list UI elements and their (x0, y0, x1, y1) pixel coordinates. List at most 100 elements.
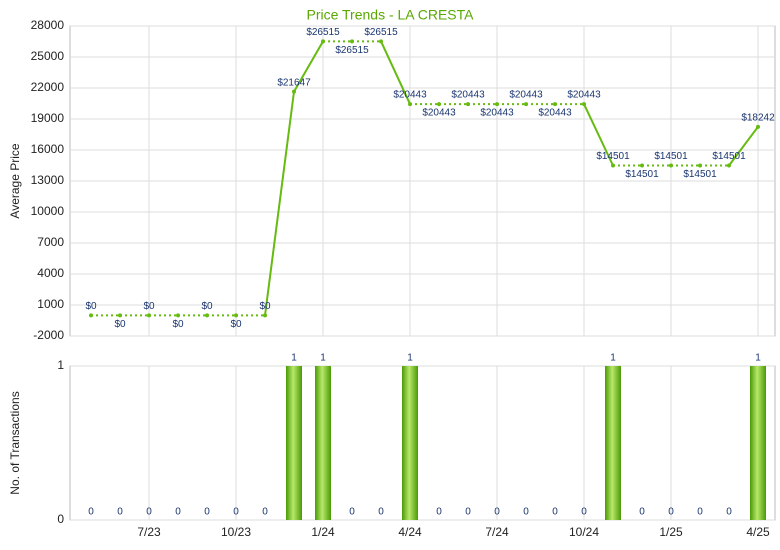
value-label: 0 (581, 507, 587, 518)
bar (750, 366, 766, 520)
point (756, 124, 760, 129)
point (524, 102, 528, 107)
value-label: $0 (230, 319, 242, 330)
point (234, 313, 238, 318)
value-label: $0 (259, 301, 271, 312)
value-label: 0 (117, 507, 123, 518)
point (147, 313, 151, 318)
point (321, 39, 325, 44)
point (727, 163, 731, 168)
value-label: $14501 (683, 169, 717, 180)
value-label: $0 (85, 301, 97, 312)
value-label: 0 (262, 507, 268, 518)
point (437, 102, 441, 107)
y-tick-label: 16000 (31, 142, 65, 156)
x-tick-label: 4/24 (398, 525, 422, 539)
value-label: $18242 (741, 112, 775, 123)
value-label: $20443 (422, 108, 456, 119)
y-tick-label: 22000 (31, 80, 65, 94)
value-label: 0 (639, 507, 645, 518)
value-label: 0 (233, 507, 239, 518)
point (495, 102, 499, 107)
line-segment (264, 91, 295, 316)
point (640, 163, 644, 168)
value-label: 1 (320, 353, 326, 364)
value-label: $20443 (393, 90, 427, 101)
point (553, 102, 557, 107)
value-label: $20443 (509, 90, 543, 101)
y-tick-label: -2000 (33, 328, 64, 342)
value-label: $20443 (451, 90, 485, 101)
value-label: 0 (349, 507, 355, 518)
value-label: 0 (494, 507, 500, 518)
value-label: $14501 (596, 151, 630, 162)
x-tick-label: 10/24 (569, 525, 599, 539)
point (350, 39, 354, 44)
y-tick-label: 0 (57, 512, 64, 526)
y-tick-label: 1 (57, 358, 64, 372)
value-label: 1 (755, 353, 761, 364)
line-segment (728, 126, 759, 167)
x-tick-label: 4/25 (746, 525, 770, 539)
value-label: $20443 (480, 108, 514, 119)
value-label: 0 (175, 507, 181, 518)
value-label: 0 (436, 507, 442, 518)
bar (402, 366, 418, 520)
value-label: 0 (523, 507, 529, 518)
point (205, 313, 209, 318)
value-label: 1 (610, 353, 616, 364)
value-label: $26515 (364, 27, 398, 38)
chart-title: Price Trends - LA CRESTA (306, 7, 474, 23)
value-label: 0 (697, 507, 703, 518)
point (408, 102, 412, 107)
y-axis-label: Average Price (8, 143, 22, 218)
value-label: 1 (407, 353, 413, 364)
point (176, 313, 180, 318)
y-tick-label: 25000 (31, 49, 65, 63)
point (263, 313, 267, 318)
value-label: 0 (88, 507, 94, 518)
value-label: $0 (172, 319, 184, 330)
value-label: 0 (726, 507, 732, 518)
value-label: $14501 (625, 169, 659, 180)
y-tick-label: 1000 (37, 297, 64, 311)
point (292, 89, 296, 94)
y-tick-label: 4000 (37, 266, 64, 280)
y-tick-label: 28000 (31, 18, 65, 32)
value-label: 0 (668, 507, 674, 518)
point (466, 102, 470, 107)
y-tick-label: 19000 (31, 111, 65, 125)
point (611, 163, 615, 168)
x-tick-label: 10/23 (221, 525, 251, 539)
x-tick-label: 1/24 (311, 525, 335, 539)
value-label: $0 (114, 319, 126, 330)
value-label: $20443 (567, 90, 601, 101)
bar (286, 366, 302, 520)
point (582, 102, 586, 107)
value-label: $14501 (712, 151, 746, 162)
x-tick-label: 7/24 (485, 525, 509, 539)
line-segment (293, 40, 324, 93)
value-label: 0 (465, 507, 471, 518)
value-label: $0 (143, 301, 155, 312)
value-label: $20443 (538, 108, 572, 119)
y-tick-label: 10000 (31, 204, 65, 218)
bar (315, 366, 331, 520)
y-axis-label: No. of Transactions (8, 391, 22, 494)
value-label: $0 (201, 301, 213, 312)
value-label: $26515 (335, 45, 369, 56)
line-segment (583, 103, 614, 166)
value-label: 0 (378, 507, 384, 518)
x-tick-label: 7/23 (137, 525, 161, 539)
x-tick-label: 1/25 (659, 525, 683, 539)
line-segment (380, 40, 411, 105)
point (698, 163, 702, 168)
value-label: 0 (204, 507, 210, 518)
plot-frame (69, 365, 776, 521)
point (89, 313, 93, 318)
point (379, 39, 383, 44)
value-label: $14501 (654, 151, 688, 162)
y-tick-label: 7000 (37, 235, 64, 249)
point (669, 163, 673, 168)
point (118, 313, 122, 318)
